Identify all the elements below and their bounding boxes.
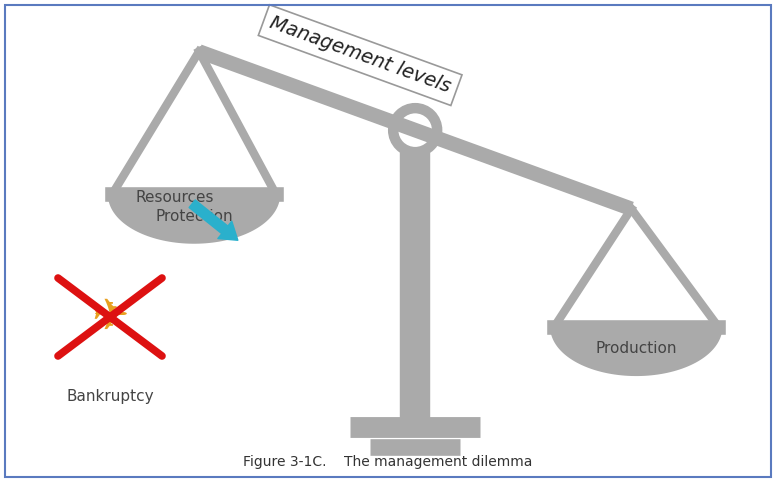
Text: Protection: Protection — [155, 209, 233, 224]
Text: ✈: ✈ — [92, 295, 129, 338]
Polygon shape — [554, 327, 719, 372]
Polygon shape — [112, 194, 276, 240]
Text: Production: Production — [595, 341, 677, 356]
Text: Management levels: Management levels — [267, 13, 453, 97]
Text: Figure 3-1C.    The management dilemma: Figure 3-1C. The management dilemma — [244, 455, 532, 469]
Text: Resources: Resources — [135, 189, 213, 204]
Text: Bankruptcy: Bankruptcy — [66, 389, 154, 404]
FancyArrowPatch shape — [189, 200, 237, 240]
